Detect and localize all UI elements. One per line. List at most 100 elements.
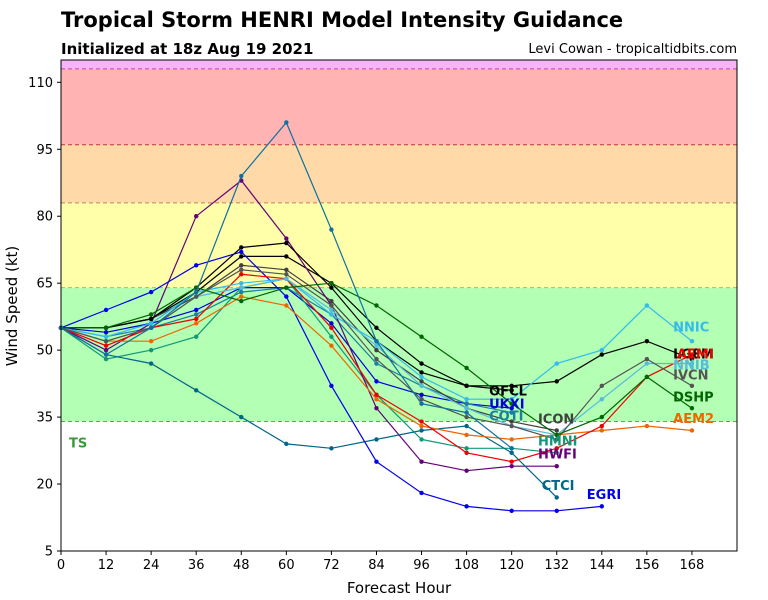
model-label-aemi: AEMI bbox=[677, 348, 714, 363]
point-lgem bbox=[148, 316, 154, 322]
point-unlabeled-15 bbox=[239, 173, 244, 179]
point-unlabeled-15 bbox=[148, 325, 154, 331]
point-egri bbox=[419, 490, 424, 496]
point-hwfi bbox=[194, 214, 199, 219]
point-hmni bbox=[554, 450, 559, 455]
y-tick-label: 50 bbox=[36, 344, 53, 359]
model-label-ukxi: UKXI bbox=[489, 398, 524, 413]
point-ctci bbox=[464, 423, 469, 429]
point-nnib bbox=[239, 285, 244, 290]
point-unlabeled-15 bbox=[509, 446, 514, 451]
point-nnib bbox=[689, 361, 695, 366]
point-lgem bbox=[419, 370, 424, 375]
point-ivcn bbox=[374, 356, 379, 362]
point-aem2 bbox=[509, 437, 514, 442]
point-aem2 bbox=[374, 397, 379, 402]
y-tick-label: 110 bbox=[28, 76, 53, 91]
point-hwfi bbox=[554, 463, 559, 469]
point-unlabeled-15 bbox=[284, 120, 289, 125]
point-ukxi bbox=[374, 379, 379, 384]
point-dshp bbox=[374, 303, 379, 308]
point-ofcl bbox=[374, 325, 379, 331]
point-hwfi bbox=[284, 236, 289, 241]
point-unlabeled-15 bbox=[194, 289, 199, 295]
y-tick-label: 35 bbox=[36, 411, 53, 426]
point-aem2 bbox=[644, 423, 650, 429]
x-tick-label: 36 bbox=[188, 558, 205, 573]
point-aem2 bbox=[599, 428, 604, 433]
point-icon bbox=[374, 347, 379, 353]
point-nnib bbox=[284, 276, 289, 281]
y-tick-label: 65 bbox=[36, 277, 53, 292]
point-aemi bbox=[599, 423, 604, 429]
y-tick-label: 80 bbox=[36, 210, 53, 225]
point-ivcn bbox=[419, 397, 424, 402]
x-tick-label: 24 bbox=[143, 558, 160, 573]
model-label-aem2: AEM2 bbox=[673, 412, 714, 427]
point-egri bbox=[103, 307, 109, 313]
point-dshp bbox=[554, 432, 559, 438]
x-tick-label: 108 bbox=[454, 558, 479, 573]
chart-title: Tropical Storm HENRI Model Intensity Gui… bbox=[61, 8, 624, 32]
band-top bbox=[61, 60, 737, 69]
point-aem2 bbox=[284, 303, 289, 308]
point-egri bbox=[329, 383, 334, 389]
point-nnib bbox=[464, 405, 469, 411]
model-label-hmni: HMNI bbox=[538, 434, 578, 449]
x-axis-label: Forecast Hour bbox=[347, 579, 452, 597]
point-unlabeled-15 bbox=[329, 227, 334, 232]
point-lgem bbox=[239, 245, 244, 250]
model-series bbox=[58, 120, 695, 514]
series-line-ctci bbox=[60, 327, 558, 498]
model-label-ivcn: IVCN bbox=[673, 369, 708, 384]
point-aemi bbox=[554, 446, 559, 451]
point-dshp bbox=[509, 401, 514, 406]
point-ivcn bbox=[689, 383, 695, 389]
point-ukxi bbox=[509, 405, 514, 411]
point-nnic bbox=[239, 280, 244, 286]
model-label-nnic: NNIC bbox=[673, 320, 709, 335]
point-unlabeled-15 bbox=[419, 401, 424, 406]
point-hwfi bbox=[509, 463, 514, 469]
point-ctci bbox=[329, 446, 334, 451]
point-egri bbox=[194, 263, 199, 268]
point-egri bbox=[599, 504, 604, 509]
point-hwfi bbox=[103, 347, 109, 353]
point-aemi bbox=[329, 325, 334, 331]
model-label-hwfi: HWFI bbox=[538, 448, 577, 463]
point-ctci bbox=[554, 495, 559, 500]
x-tick-label: 96 bbox=[413, 558, 430, 573]
band-cat-3 bbox=[61, 68, 737, 145]
point-coti bbox=[464, 401, 469, 406]
point-aem2 bbox=[689, 428, 695, 433]
model-label-nnib: NNIB bbox=[673, 358, 710, 373]
model-label-egri: EGRI bbox=[587, 488, 621, 503]
point-coti bbox=[509, 410, 514, 415]
point-aem2 bbox=[464, 432, 469, 438]
point-dshp bbox=[419, 334, 424, 339]
point-icon bbox=[419, 379, 424, 384]
point-coti bbox=[239, 289, 244, 295]
point-ofcl bbox=[419, 361, 424, 366]
point-icon bbox=[554, 428, 559, 433]
point-egri bbox=[509, 508, 514, 514]
point-aem2 bbox=[329, 343, 334, 348]
point-nnic bbox=[419, 374, 424, 380]
point-nnib bbox=[644, 361, 650, 366]
point-lgem bbox=[554, 379, 559, 384]
point-aem2 bbox=[419, 423, 424, 429]
point-icon bbox=[329, 298, 334, 304]
chart-credit: Levi Cowan - tropicaltidbits.com bbox=[528, 42, 737, 57]
point-unlabeled-15 bbox=[103, 352, 109, 357]
x-tick-label: 156 bbox=[634, 558, 659, 573]
x-tick-label: 168 bbox=[680, 558, 705, 573]
category-bands: Cat 3Cat 2Cat 1TS bbox=[61, 60, 737, 452]
point-nnic bbox=[103, 334, 109, 339]
point-aemi bbox=[509, 459, 514, 464]
point-aem2 bbox=[148, 339, 154, 344]
point-ivcn bbox=[284, 272, 289, 277]
point-egri bbox=[554, 508, 559, 514]
model-label-lgem: LGEM bbox=[673, 348, 714, 363]
point-egri bbox=[239, 249, 244, 255]
point-aemi bbox=[689, 352, 695, 357]
